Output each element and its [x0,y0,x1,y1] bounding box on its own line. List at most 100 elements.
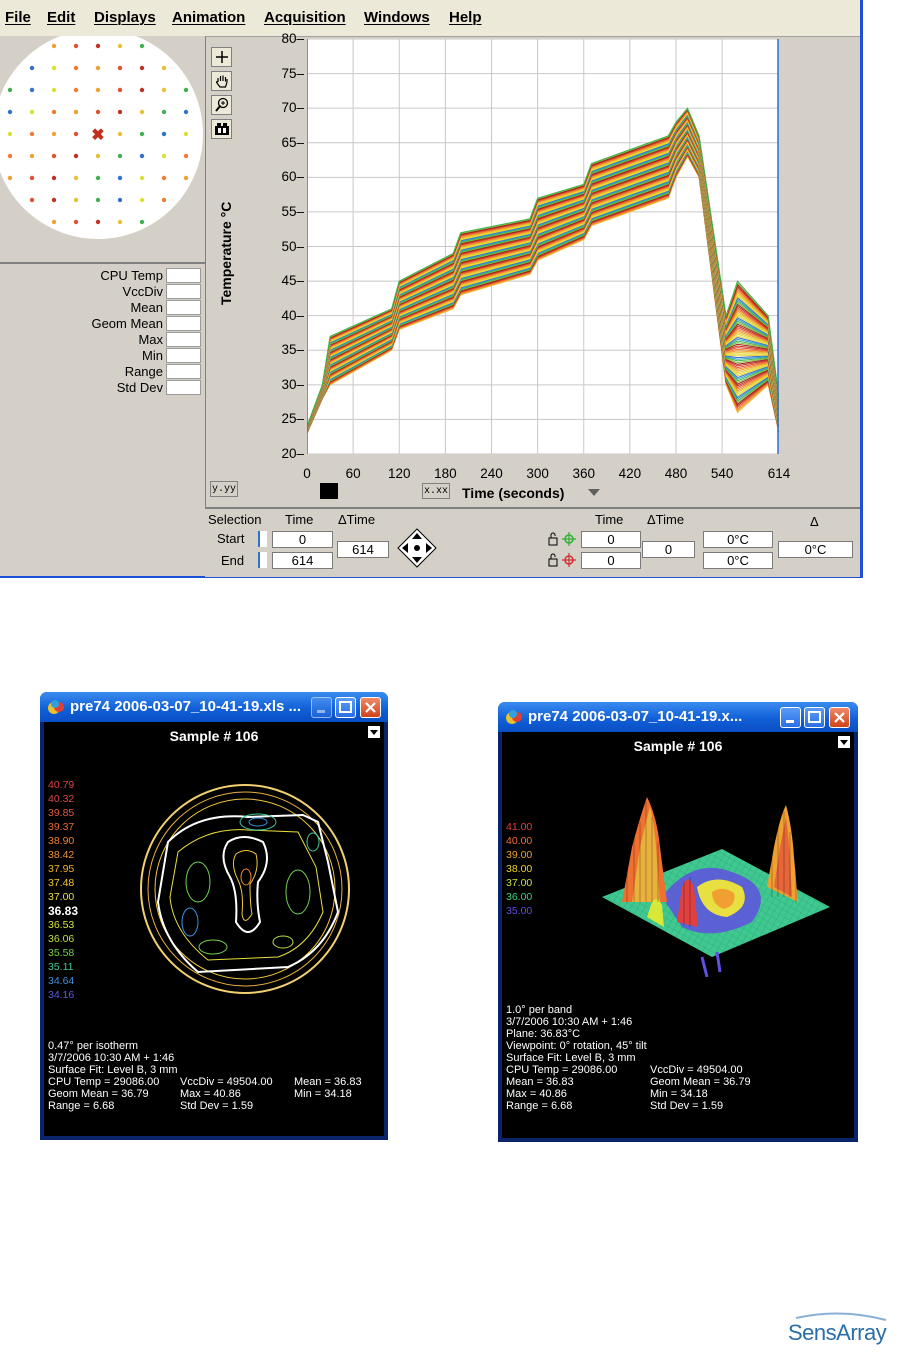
surface-info-vccdiv: VccDiv = 49504.00 [650,1064,743,1076]
main-app-window: File Edit Displays Animation Acquisition… [0,0,863,578]
cursor-dtime-header: ΔTime [647,512,685,527]
sensor-dot [73,153,79,159]
dropdown-icon[interactable] [838,736,850,748]
maximize-button[interactable] [335,697,356,718]
contour-info-fit: Surface Fit: Level B, 3 mm [48,1064,178,1076]
surface-window-title: pre74 2006-03-07_10-41-19.x... [528,708,743,725]
surface-window-titlebar[interactable]: pre74 2006-03-07_10-41-19.x... [498,702,858,732]
legend-value: 35.58 [48,947,75,959]
sensor-dot [7,175,13,181]
minimize-button[interactable] [311,697,332,718]
sample-number: Sample # 106 [169,728,259,744]
cursor2-time-field[interactable]: 0 [581,552,641,569]
close-icon [365,702,376,713]
legend-value: 34.64 [48,975,75,987]
dropdown-icon[interactable] [368,726,380,738]
pan-button[interactable] [211,71,232,91]
temperature-series-line [307,109,779,427]
stats-panel: CPU Temp VccDiv Mean Geom Mean Max Min R… [0,264,206,576]
x-tick-label: 180 [434,466,457,481]
delta-temp-field[interactable]: 0°C [778,541,853,558]
sensor-dot [117,131,123,137]
cursor-dtime-field[interactable]: 0 [642,541,695,558]
sensor-dot [73,131,79,137]
color-swatch[interactable] [320,483,338,499]
legend-value: 39.37 [48,821,75,833]
stat-label-vccdiv: VccDiv [122,284,163,299]
selection-dtime-header: ΔTime [338,512,376,527]
cursor-time-header: Time [595,512,624,527]
selection-dtime-field[interactable]: 614 [337,541,389,558]
menu-help[interactable]: Help [449,9,482,26]
sensor-dot [95,43,101,49]
sensor-dot [183,175,189,181]
snapshot-button[interactable] [211,119,232,139]
stat-value-mean [166,300,201,315]
contour-info-isotherm: 0.47° per isotherm [48,1040,138,1052]
x-axis-title: Time (seconds) [462,485,565,501]
legend-value: 34.16 [48,989,75,1001]
sensor-dot [183,109,189,115]
sensor-dot [161,153,167,159]
contour-window-titlebar[interactable]: pre74 2006-03-07_10-41-19.xls ... [40,692,388,722]
cursor2-temp-field[interactable]: 0°C [703,552,773,569]
sensor-dot [183,153,189,159]
contour-info-min: Min = 34.18 [294,1088,352,1100]
red-cursor-icon[interactable] [561,552,577,568]
contour-plot[interactable] [138,782,352,996]
sensor-dot [161,87,167,93]
app-icon [48,700,64,714]
green-cursor-icon[interactable] [561,531,577,547]
crosshair-button[interactable] [211,47,232,67]
y-tick-label: 60– [281,169,304,185]
y-tick-label: 20– [281,446,304,461]
x-scale-format-label: x.xx [423,485,448,497]
sensor-dot [139,131,145,137]
sensor-dot [73,109,79,115]
cursor1-temp-field[interactable]: 0°C [703,531,773,548]
stat-label-mean: Mean [130,300,163,315]
minimize-button[interactable] [780,707,801,728]
lock-icon[interactable] [547,532,559,546]
x-tick-label: 120 [387,466,411,481]
wafer-map[interactable]: ✖ [0,36,205,262]
sensor-dot [29,175,35,181]
sensor-dot [29,109,35,115]
camera-icon [214,123,229,135]
close-button[interactable] [360,697,381,718]
move-arrows-icon[interactable] [397,528,437,568]
surface-3d-plot[interactable] [602,777,832,977]
sensor-dot [161,175,167,181]
stat-label-geom-mean: Geom Mean [91,316,163,331]
sensor-dot [51,65,57,71]
magnifier-icon [214,97,228,112]
sensor-dot [73,43,79,49]
minimize-icon [786,720,794,723]
close-button[interactable] [829,707,850,728]
y-scale-format-button[interactable]: y.yy [210,481,238,497]
surface-info-date: 3/7/2006 10:30 AM + 1:46 [506,1016,633,1028]
maximize-button[interactable] [804,707,825,728]
surface-plot-window: pre74 2006-03-07_10-41-19.x... Sample # … [498,702,858,1142]
temperature-series-line [307,129,779,430]
y-axis-title: Temperature °C [218,201,234,305]
menu-animation[interactable]: Animation [172,9,246,26]
menu-displays[interactable]: Displays [94,9,156,26]
x-tick-label: 240 [480,466,503,481]
temperature-plot[interactable] [307,39,779,454]
menu-acquisition[interactable]: Acquisition [264,9,346,26]
temperature-series-line [307,121,779,429]
x-tick-label: 420 [618,466,642,481]
menu-file[interactable]: File [5,9,31,26]
stat-value-geom-mean [166,316,201,331]
lock-icon[interactable] [547,553,559,567]
end-time-field[interactable]: 614 [272,552,333,569]
start-time-field[interactable]: 0 [272,531,333,548]
cursor1-time-field[interactable]: 0 [581,531,641,548]
x-scale-format-button[interactable]: x.xx [422,483,450,499]
zoom-button[interactable] [211,95,232,115]
menu-edit[interactable]: Edit [47,9,76,26]
surface-info-plane: Plane: 36.83°C [506,1028,581,1040]
menu-windows[interactable]: Windows [364,9,430,26]
x-axis-dropdown-icon[interactable] [588,489,600,497]
